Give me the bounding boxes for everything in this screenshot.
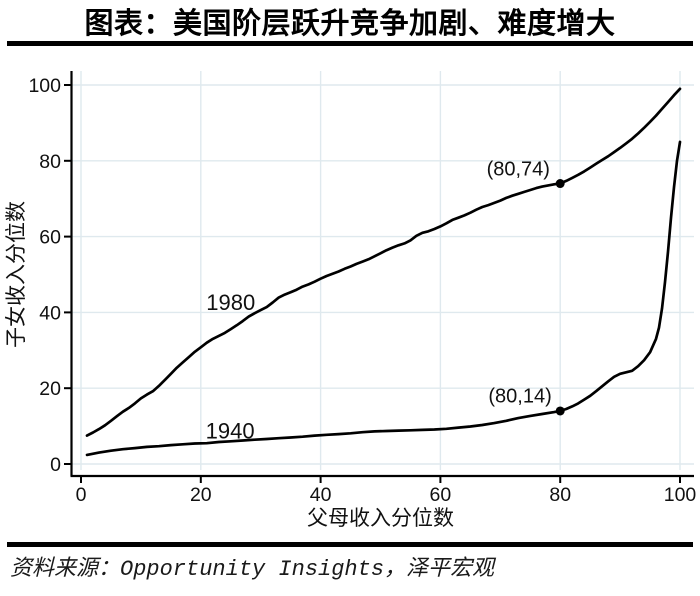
chart-title: 图表：美国阶层跃升竞争加剧、难度增大 (84, 8, 616, 40)
source-note: 资料来源：Opportunity Insights，泽平宏观 (10, 557, 495, 582)
y-tick-label: 0 (50, 454, 61, 476)
y-tick-label: 20 (39, 378, 61, 400)
x-axis-title: 父母收入分位数 (307, 507, 454, 530)
page: 图表：美国阶层跃升竞争加剧、难度增大 0 20 40 60 80 100 0 20 40 60 80… (5, 8, 697, 582)
title-divider (7, 41, 693, 46)
x-tick-label: 0 (76, 484, 87, 506)
y-tick-label: 40 (39, 302, 61, 324)
series-label-1940: 1940 (206, 419, 255, 444)
x-tick-label: 20 (190, 484, 212, 506)
annotation-dot-0 (555, 179, 565, 189)
x-tick-label: 40 (310, 484, 332, 506)
x-tick-label: 80 (549, 484, 571, 506)
annotation-label-0: (80,74) (487, 159, 550, 181)
y-axis-title: 子女收入分位数 (5, 201, 28, 348)
annotation-dot-1 (555, 406, 565, 416)
footer-divider (7, 542, 693, 547)
line-chart: 0 20 40 60 80 100 0 20 40 60 80 100 父母收入分位数 子女收入分位数 19… (5, 71, 697, 530)
y-tick-label: 100 (28, 75, 61, 97)
annotation-label-1: (80,14) (488, 386, 551, 408)
series-label-1980: 1980 (206, 290, 255, 315)
y-tick-label: 80 (39, 151, 61, 173)
x-tick-label: 60 (430, 484, 452, 506)
y-tick-label: 60 (39, 227, 61, 249)
series-line-1940 (85, 140, 682, 457)
series-line-1980 (85, 87, 682, 437)
x-tick-label: 100 (664, 484, 697, 506)
